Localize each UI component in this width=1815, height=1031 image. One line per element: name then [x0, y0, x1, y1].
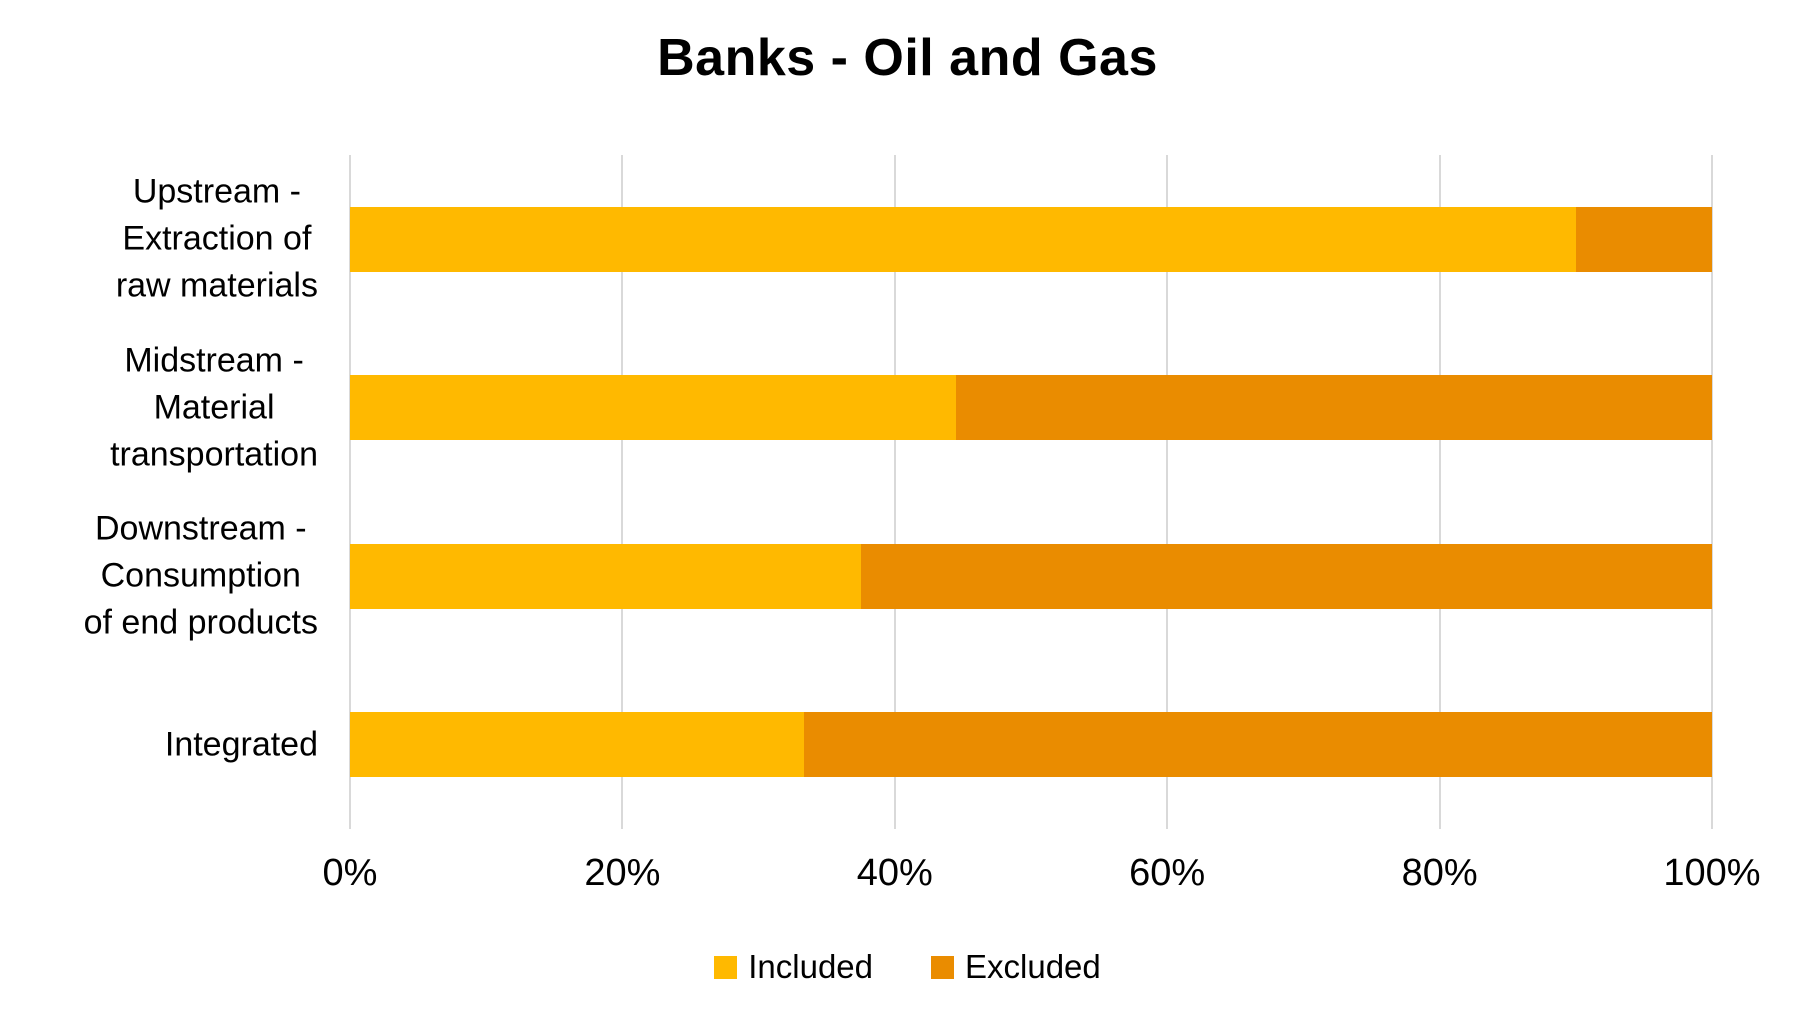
category-label-2: Downstream - Consumption of end products [84, 506, 318, 647]
category-label-line: Consumption [100, 556, 301, 595]
gridline-5 [1711, 155, 1713, 829]
category-label-line: Downstream - [95, 509, 307, 548]
plot-area [349, 155, 1713, 830]
x-tick-label-5: 100% [1663, 852, 1761, 894]
category-label-line: of end products [83, 603, 318, 642]
category-axis: Upstream - Extraction of raw materials Mids… [0, 155, 318, 829]
bar-row-0 [350, 155, 1712, 324]
legend-item-excluded: Excluded [931, 948, 1101, 986]
x-tick-label-2: 40% [856, 852, 933, 894]
legend-swatch-excluded-icon [931, 955, 954, 979]
bar-segment-excluded [1575, 206, 1712, 272]
bar-segment-excluded [860, 543, 1712, 609]
gridline-4 [1438, 155, 1441, 829]
x-tick-label-3: 60% [1129, 852, 1206, 894]
category-label-3: Integrated [165, 721, 318, 768]
category-label-1: Midstream - Material transportation [110, 337, 318, 478]
bar-segment-included [350, 543, 861, 609]
legend-label-excluded: Excluded [965, 948, 1101, 985]
gridline-1 [621, 155, 624, 829]
chart-title: Banks - Oil and Gas [657, 29, 1158, 87]
category-label-line: Material [153, 388, 275, 427]
stacked-bar-1 [350, 375, 1712, 441]
category-label-line: Extraction of [122, 219, 312, 258]
bar-segment-excluded [956, 375, 1712, 441]
category-label-line: Upstream - [132, 172, 301, 211]
bar-segment-included [350, 712, 804, 778]
gridline-2 [893, 155, 896, 829]
bar-segment-included [350, 206, 1576, 272]
bar-segment-excluded [803, 712, 1712, 778]
category-label-line: transportation [110, 435, 318, 474]
category-label-line: raw materials [115, 266, 318, 305]
bar-row-1 [350, 324, 1712, 493]
bar-row-3 [350, 661, 1712, 830]
gridline-3 [1166, 155, 1169, 829]
stacked-bar-2 [350, 543, 1712, 609]
bar-row-2 [350, 492, 1712, 661]
stacked-bar-3 [350, 712, 1712, 778]
stacked-bar-0 [350, 206, 1712, 272]
x-tick-label-0: 0% [322, 852, 378, 894]
category-label-line: Midstream - [124, 341, 304, 380]
legend-item-included: Included [714, 948, 873, 986]
category-label-line: Integrated [164, 725, 318, 764]
legend: Included Excluded [0, 948, 1815, 986]
legend-swatch-included-icon [714, 955, 738, 979]
gridline-0 [349, 155, 351, 829]
x-tick-label-1: 20% [584, 852, 661, 894]
x-tick-label-4: 80% [1401, 852, 1478, 894]
category-label-0: Upstream - Extraction of raw materials [116, 169, 318, 310]
bar-segment-included [350, 375, 957, 441]
legend-label-included: Included [748, 948, 873, 985]
